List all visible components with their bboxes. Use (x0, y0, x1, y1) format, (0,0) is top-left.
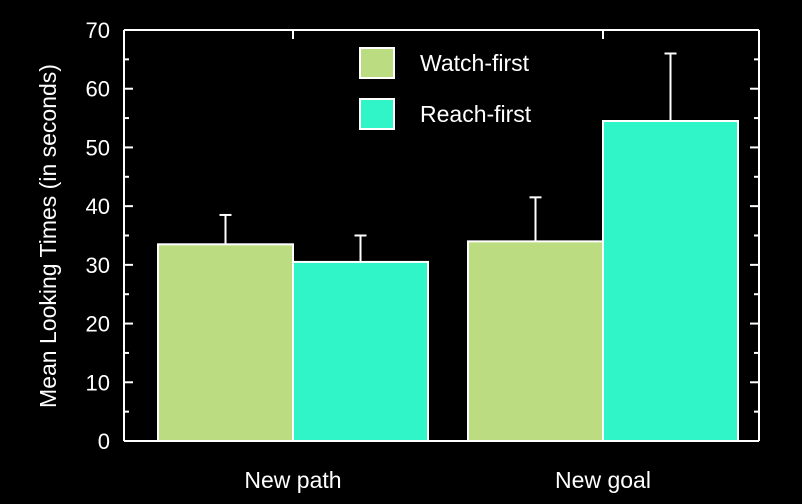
bar-reach-first-new-path (292, 260, 429, 442)
error-bars (219, 52, 677, 262)
y-tick-label: 20 (86, 312, 110, 337)
bar-watch-first-new-goal (467, 240, 604, 442)
y-tick-label: 70 (86, 18, 110, 43)
y-tick-label: 60 (86, 77, 110, 102)
y-tick-label: 30 (86, 253, 110, 278)
legend: Watch-first Reach-first (359, 47, 532, 130)
bars (157, 120, 739, 442)
x-tick-label: New path (244, 467, 341, 493)
y-tick-label: 10 (86, 370, 110, 395)
y-tick-labels: 0 10 20 30 40 50 60 70 (86, 18, 110, 454)
axis-ticks (124, 29, 759, 442)
x-tick-labels: New path New goal (244, 467, 651, 493)
legend-swatch (359, 47, 395, 79)
y-tick-label: 40 (86, 194, 110, 219)
legend-label: Watch-first (420, 50, 530, 76)
bar-reach-first-new-goal (602, 120, 739, 442)
y-tick-label: 0 (98, 429, 110, 454)
y-axis-label: Mean Looking Times (in seconds) (35, 64, 61, 408)
y-tick-label: 50 (86, 135, 110, 160)
legend-label: Reach-first (420, 101, 532, 127)
bar-watch-first-new-path (157, 243, 294, 442)
x-tick-label: New goal (555, 467, 651, 493)
legend-swatch (359, 98, 395, 130)
